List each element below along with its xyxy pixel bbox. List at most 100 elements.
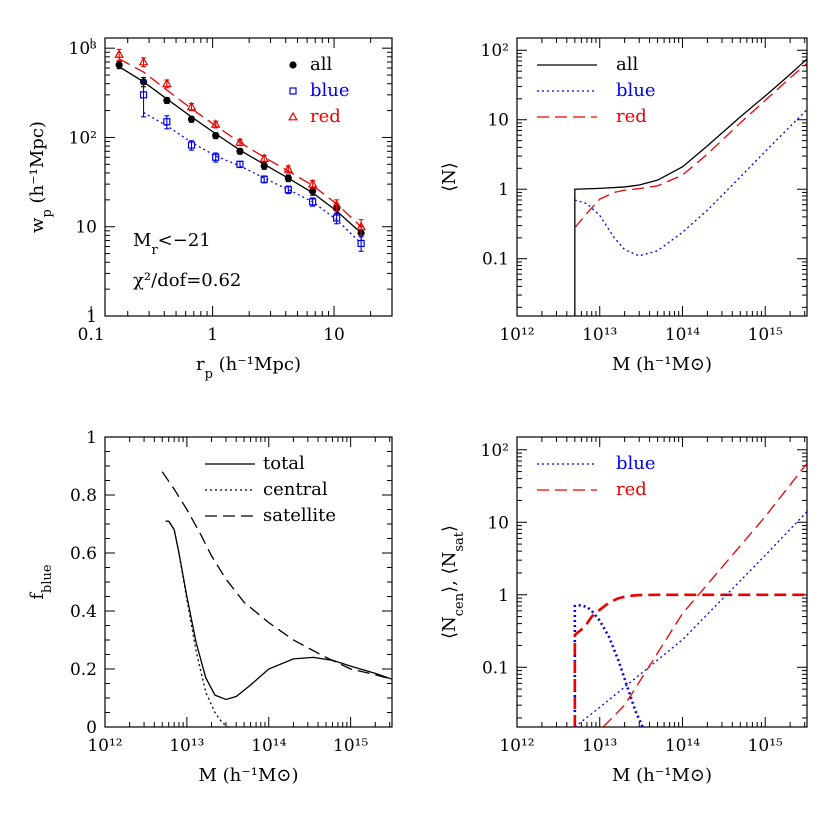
data-point-red — [307, 178, 318, 188]
data-point-red — [331, 199, 342, 209]
data-point-all — [236, 147, 244, 155]
data-point-blue — [309, 198, 317, 206]
legend-label-all: all — [310, 54, 332, 75]
x-tick-label: 10 — [323, 325, 345, 345]
series-line-blue — [574, 109, 807, 257]
data-point-red — [186, 101, 197, 111]
x-tick-label: 10¹⁵ — [748, 736, 783, 756]
data-point-blue — [139, 91, 148, 99]
x-tick-label: 10¹⁵ — [748, 325, 783, 345]
x-tick-label: 10¹³ — [582, 325, 617, 345]
annotation: χ²/dof=0.62 — [133, 270, 241, 291]
series-line-all — [574, 58, 807, 316]
y-tick-label: 10 — [487, 513, 509, 533]
y-tick-label: 1 — [498, 586, 509, 606]
y-tick-label: 10³ — [69, 39, 97, 59]
legend: all blue red — [288, 54, 350, 127]
plot-frame — [516, 436, 808, 728]
legend-label-blue: blue — [310, 80, 350, 101]
data-point-blue — [260, 175, 268, 183]
data-point-red — [259, 153, 270, 162]
series-line-satellite — [161, 471, 392, 680]
y-tick-label: 10² — [481, 441, 509, 461]
plot-frame — [104, 436, 393, 728]
y-tick-label: 0.2 — [70, 660, 97, 680]
data-point-blue — [187, 141, 196, 149]
y-axis-label: fblue — [27, 564, 55, 600]
y-tick-label: 10 — [75, 218, 97, 238]
legend-label-red: red — [616, 106, 647, 127]
data-point-blue — [236, 160, 244, 168]
data-point-all — [212, 131, 220, 140]
legend-marker-blue — [289, 87, 297, 95]
data-point-blue — [333, 214, 341, 222]
series-line-red — [574, 62, 807, 229]
x-tick-label: 10¹² — [499, 325, 534, 345]
y-tick-label: 0.8 — [70, 486, 97, 506]
legend-label-all: all — [616, 54, 638, 75]
legend-marker-all — [289, 61, 297, 69]
y-tick-label: 0.1 — [482, 250, 509, 270]
x-tick-label: 10¹⁴ — [665, 325, 700, 345]
x-tick-label: 10¹³ — [169, 736, 204, 756]
legend-label-blue: blue — [616, 453, 656, 474]
panel-f-blue: 10¹² 10¹³ 10¹⁴ 10¹⁵ 0 0.2 0.4 0.6 0.8 1 M (h⁻¹M⊙) f… — [27, 428, 393, 786]
y-tick-label: 0.1 — [482, 658, 509, 678]
data-point-red — [283, 164, 294, 173]
legend-label-satellite: satellite — [263, 505, 336, 526]
x-tick-label: 10¹² — [87, 736, 122, 756]
legend-marker-red — [288, 111, 298, 121]
series-line-central — [165, 520, 229, 727]
panel-n-cen-sat: 10¹² 10¹³ 10¹⁴ 10¹⁵ 0.1 1 10 10² M (h⁻¹M⊙) ⟨Ncen⟩… — [439, 436, 808, 786]
series-line-blue — [143, 111, 362, 244]
data-point-red — [138, 56, 149, 66]
series-line-total — [165, 520, 392, 701]
plot-frame — [516, 37, 808, 317]
y-tick-label: 10² — [481, 41, 509, 61]
x-tick-label: 10¹⁵ — [333, 736, 368, 756]
data-point-blue — [212, 153, 220, 161]
x-axis-label: M (h⁻¹M⊙) — [198, 765, 298, 786]
y-tick-label: 0.4 — [70, 602, 97, 622]
data-point-all — [163, 96, 171, 105]
data-point-all — [187, 115, 196, 123]
series-line-blue — [573, 603, 644, 727]
series-line-red — [573, 593, 807, 727]
y-axis-label: wp (h⁻¹Mpc) — [27, 121, 55, 233]
plot-frame — [104, 37, 393, 317]
y-tick-label: 0 — [86, 718, 97, 738]
x-tick-label: 10¹⁴ — [251, 736, 286, 756]
y-tick-label: 1 — [86, 428, 97, 448]
x-tick-label: 10¹³ — [582, 736, 617, 756]
y-tick-label: 10 — [487, 111, 509, 131]
x-tick-label: 10¹⁴ — [665, 736, 700, 756]
data-point-all — [309, 187, 317, 195]
data-point-all — [115, 61, 123, 69]
legend-label-central: central — [263, 479, 328, 500]
x-axis-label: rp (h⁻¹Mpc) — [196, 354, 301, 382]
legend-label-red: red — [616, 479, 647, 500]
data-point-red — [235, 137, 245, 146]
data-point-all — [284, 174, 292, 182]
x-axis-label: M (h⁻¹M⊙) — [612, 354, 712, 375]
legend: all blue red — [537, 54, 656, 127]
data-point-red — [356, 221, 366, 231]
series-line-blue — [574, 511, 807, 727]
y-tick-label: 1 — [498, 180, 509, 200]
legend-label-blue: blue — [616, 80, 656, 101]
data-point-red — [114, 49, 124, 58]
data-point-blue — [284, 186, 292, 194]
annotation: Mr<−21 — [133, 230, 211, 258]
y-tick-label: 1 — [86, 307, 97, 327]
legend: blue red — [537, 453, 656, 500]
data-point-blue — [163, 118, 171, 126]
panel-mean-n: 10¹² 10¹³ 10¹⁴ 10¹⁵ 0.1 1 10 10² M (h⁻¹M⊙) ⟨N⟩ all… — [439, 37, 808, 375]
data-point-all — [260, 162, 268, 170]
x-tick-label: 10¹² — [499, 736, 534, 756]
y-axis-label: ⟨N⟩ — [439, 162, 460, 192]
data-point-blue — [357, 239, 365, 248]
y-tick-label: 0.6 — [70, 544, 97, 564]
y-axis-label: ⟨Ncen⟩, ⟨Nsat⟩ — [439, 525, 467, 639]
